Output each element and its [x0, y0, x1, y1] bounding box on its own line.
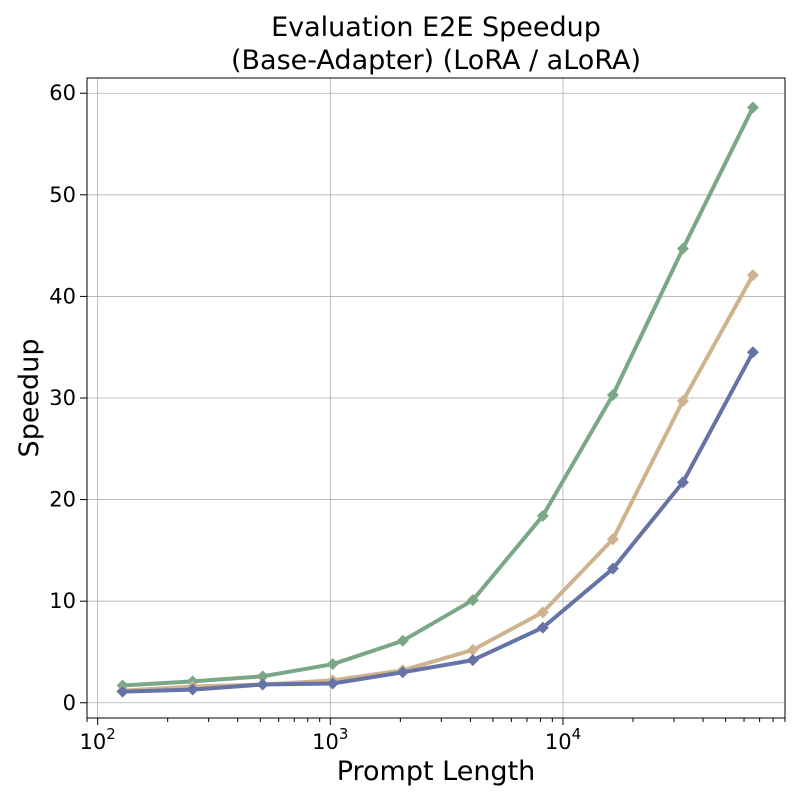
y-tick-label: 30 — [49, 386, 76, 410]
chart-title: Evaluation E2E Speedup (Base-Adapter) (L… — [231, 12, 641, 76]
y-tick-label: 60 — [49, 81, 76, 105]
y-axis-ticks: 0 10 20 30 40 50 60 — [49, 81, 87, 715]
data-point-marker — [466, 643, 479, 656]
series-line — [120, 273, 755, 693]
data-point-marker — [326, 677, 339, 690]
data-point-marker — [606, 562, 619, 575]
grid-lines — [87, 78, 785, 718]
chart-title-line-2: (Base-Adapter) (LoRA / aLoRA) — [231, 45, 641, 76]
series-3 — [116, 346, 759, 698]
x-tick-label: 104 — [545, 725, 581, 754]
x-axis-label: Prompt Length — [337, 756, 536, 787]
data-point-marker — [396, 666, 409, 679]
data-point-marker — [536, 621, 549, 634]
x-tick-exponent: 3 — [339, 725, 349, 743]
series-1 — [116, 101, 759, 692]
data-point-marker — [746, 346, 759, 359]
y-tick-label: 50 — [49, 183, 76, 207]
series-layer — [116, 101, 759, 698]
data-point-marker — [326, 658, 339, 671]
x-tick-base: 10 — [545, 730, 572, 754]
data-point-marker — [256, 670, 269, 683]
data-point-marker — [746, 101, 759, 114]
x-tick-base: 10 — [80, 730, 107, 754]
y-tick-label: 0 — [63, 691, 76, 715]
data-point-marker — [116, 685, 129, 698]
y-tick-label: 40 — [49, 284, 76, 308]
y-tick-label: 20 — [49, 488, 76, 512]
data-point-marker — [676, 395, 689, 408]
x-axis-ticks: 102 103 104 — [80, 718, 786, 754]
series-line — [120, 350, 755, 694]
data-point-marker — [606, 388, 619, 401]
y-axis-label: Speedup — [14, 339, 45, 458]
data-point-marker — [466, 654, 479, 667]
x-tick-exponent: 2 — [106, 725, 116, 743]
x-tick-label: 102 — [80, 725, 116, 754]
data-point-marker — [536, 509, 549, 522]
data-point-marker — [676, 476, 689, 489]
data-point-marker — [536, 606, 549, 619]
data-point-marker — [256, 678, 269, 691]
data-point-marker — [466, 594, 479, 607]
chart-title-line-1: Evaluation E2E Speedup — [271, 12, 601, 43]
x-tick-exponent: 4 — [572, 725, 582, 743]
series-line — [120, 105, 755, 688]
data-point-marker — [186, 683, 199, 696]
x-tick-base: 10 — [312, 730, 339, 754]
series-2 — [116, 269, 759, 697]
data-point-marker — [606, 533, 619, 546]
x-tick-label: 103 — [312, 725, 348, 754]
y-tick-label: 10 — [49, 589, 76, 613]
data-point-marker — [676, 242, 689, 255]
data-point-marker — [746, 269, 759, 282]
data-point-marker — [396, 634, 409, 647]
